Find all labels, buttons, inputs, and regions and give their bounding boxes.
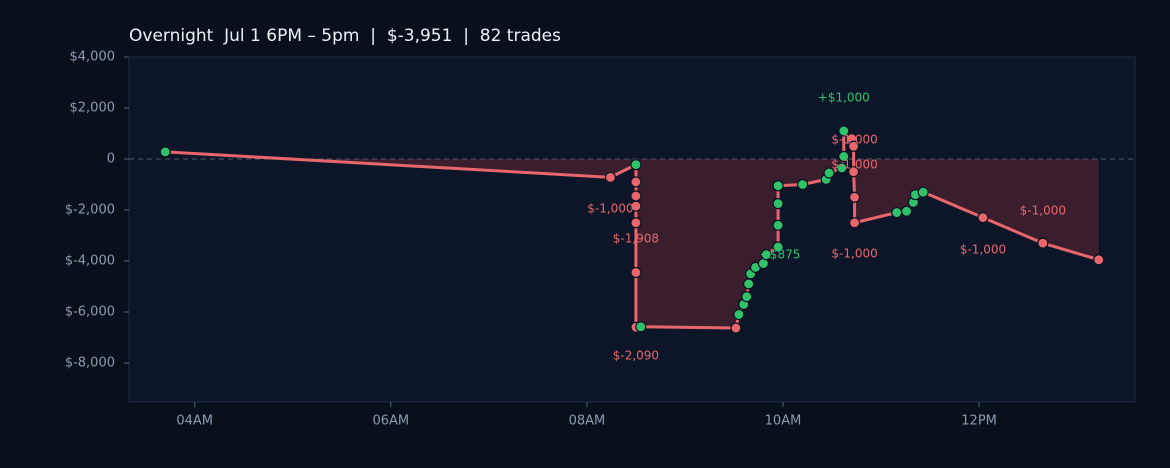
point: [760, 249, 772, 261]
annotation: +$1,000: [818, 91, 870, 105]
point: [847, 140, 860, 152]
point: [900, 205, 913, 217]
point: [917, 186, 929, 198]
point: [630, 176, 642, 188]
x-tick-label: 04AM: [176, 414, 213, 429]
area: [165, 158, 1099, 329]
point: [159, 146, 171, 158]
point: [847, 166, 860, 178]
point: [733, 308, 745, 321]
point: [838, 150, 850, 163]
annotation: +$875: [760, 247, 801, 261]
point: [772, 180, 784, 192]
x-tick-label: 08AM: [569, 414, 606, 429]
point: [823, 167, 835, 179]
point: [630, 190, 642, 202]
point: [630, 159, 642, 171]
point: [1037, 237, 1049, 249]
x-tick-label: 12PM: [961, 414, 997, 429]
point: [838, 125, 850, 137]
point: [836, 162, 848, 174]
point: [604, 171, 617, 183]
point: [630, 217, 642, 229]
y-tick-label: $4,000: [70, 50, 116, 65]
annotation: $-1,000: [831, 132, 877, 146]
annotation: $-1,000: [831, 247, 877, 261]
point: [891, 206, 903, 219]
point: [743, 278, 755, 290]
point: [797, 178, 809, 191]
annotation: $-1,000: [587, 201, 633, 215]
x-tick-label: 10AM: [765, 414, 802, 429]
point: [848, 217, 861, 229]
annotation: $-1,000: [960, 243, 1006, 257]
point: [772, 241, 784, 253]
point: [772, 198, 784, 210]
point: [848, 191, 861, 203]
point: [630, 200, 642, 212]
annotation: $-1,000: [1020, 204, 1066, 218]
point: [730, 322, 742, 334]
y-tick-label: $-8,000: [65, 355, 115, 370]
point: [630, 266, 642, 279]
chart-title: Overnight Jul 1 6PM – 5pm | $-3,951 | 82…: [129, 26, 561, 46]
y-tick-label: $-6,000: [65, 304, 115, 319]
y-tick-label: $-4,000: [65, 253, 115, 268]
annotation: $-1,000: [831, 158, 877, 172]
y-tick-label: $-2,000: [65, 202, 115, 217]
y-tick-label: $2,000: [70, 100, 116, 115]
point: [772, 219, 784, 231]
point: [977, 212, 989, 224]
annotation: $-1,908: [613, 232, 659, 246]
annotation: $-2,090: [613, 349, 659, 363]
point: [741, 291, 753, 303]
point: [1093, 254, 1105, 266]
plot-area: [128, 56, 1136, 403]
point: [635, 321, 647, 333]
y-tick-label: 0: [107, 151, 115, 166]
x-tick-label: 06AM: [372, 414, 409, 429]
